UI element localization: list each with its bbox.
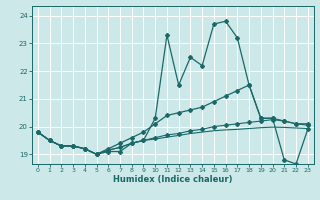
- X-axis label: Humidex (Indice chaleur): Humidex (Indice chaleur): [113, 175, 233, 184]
